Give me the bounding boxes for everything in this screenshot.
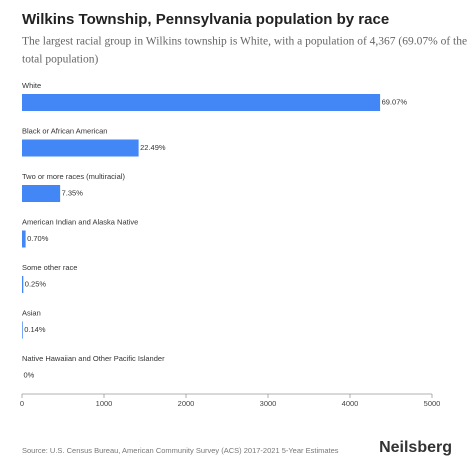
value-label: 0.14%	[24, 325, 46, 334]
category-label: Native Hawaiian and Other Pacific Island…	[22, 354, 165, 363]
category-label: Two or more races (multiracial)	[22, 172, 125, 181]
category-label: Black or African American	[22, 126, 107, 135]
value-label: 0%	[24, 370, 35, 379]
value-label: 69.07%	[382, 97, 408, 106]
x-tick-label: 2000	[178, 399, 195, 408]
chart-subtitle: The largest racial group in Wilkins town…	[22, 36, 467, 48]
category-label: American Indian and Alaska Native	[22, 217, 138, 226]
bar	[22, 139, 139, 157]
brand-logo: Neilsberg	[379, 439, 452, 456]
value-label: 0.25%	[25, 279, 47, 288]
bar	[22, 94, 381, 111]
source-note: Source: U.S. Census Bureau, American Com…	[22, 446, 339, 455]
category-label: Asian	[22, 308, 41, 317]
x-tick-label: 0	[20, 399, 24, 408]
value-label: 7.35%	[62, 188, 84, 197]
category-label: Some other race	[22, 263, 77, 272]
chart-subtitle: total population)	[22, 54, 99, 66]
bar	[22, 276, 24, 293]
value-label: 22.49%	[140, 143, 166, 152]
x-tick-label: 3000	[260, 399, 277, 408]
bar	[22, 230, 26, 248]
chart-title: Wilkins Township, Pennsylvania populatio…	[22, 11, 389, 28]
x-tick-label: 4000	[342, 399, 359, 408]
x-tick-label: 5000	[424, 399, 441, 408]
x-tick-label: 1000	[96, 399, 113, 408]
bar	[22, 321, 23, 339]
category-label: White	[22, 81, 41, 90]
bar	[22, 185, 61, 202]
value-label: 0.70%	[27, 234, 49, 243]
